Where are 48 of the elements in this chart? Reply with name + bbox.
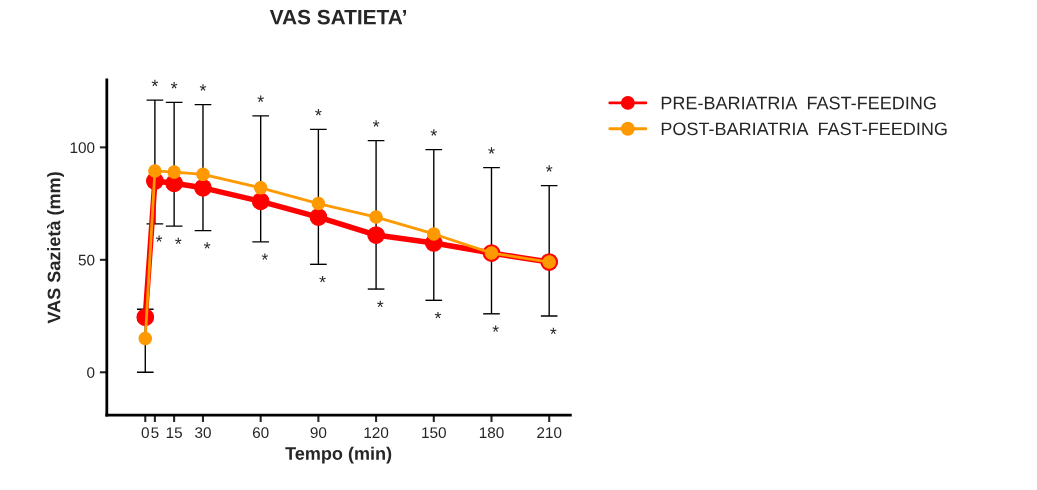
point — [427, 227, 441, 241]
x-tick-label: 180 — [479, 427, 504, 439]
annotation: * — [203, 242, 211, 249]
point — [311, 196, 326, 211]
point — [196, 167, 210, 182]
annotation: * — [377, 300, 384, 308]
annotation: * — [492, 325, 499, 332]
annotation: * — [488, 147, 495, 154]
x-tick-label: 150 — [422, 427, 446, 439]
x-tick-label: 60 — [252, 427, 269, 439]
legend-label: PRE-BARIATRIA FAST-FEEDING — [661, 96, 936, 110]
annotation: * — [257, 95, 264, 102]
annotation: * — [319, 276, 326, 283]
annotation: * — [155, 235, 163, 242]
annotation: * — [175, 237, 182, 245]
y-tick-label: 0 — [87, 367, 95, 378]
annotation: * — [261, 253, 269, 260]
annotation: * — [550, 327, 557, 335]
annotation: * — [315, 109, 322, 116]
legend-label: POST-BARIATRIA FAST-FEEDING — [661, 122, 947, 136]
x-tick-label: 5 — [151, 427, 159, 439]
x-tick-label: 210 — [537, 427, 562, 439]
annotation: * — [545, 165, 553, 172]
x-tick-label: 120 — [364, 427, 389, 439]
x-tick-label: 15 — [166, 427, 182, 439]
point — [369, 210, 383, 224]
y-axis-title: VAS Sazietà (mm) — [46, 172, 64, 324]
annotation: * — [151, 79, 159, 87]
annotation: * — [170, 82, 178, 89]
annotation: * — [430, 129, 438, 136]
y-tick-label: 100 — [70, 142, 95, 154]
point — [367, 226, 385, 244]
x-tick-label: 90 — [310, 427, 327, 439]
x-axis-title: Tempo (min) — [285, 446, 392, 464]
annotation: * — [434, 312, 442, 319]
y-tick-label: 50 — [78, 254, 95, 266]
point — [309, 208, 328, 226]
point — [167, 165, 181, 179]
point — [138, 331, 153, 346]
point — [251, 192, 270, 211]
annotation: * — [372, 120, 380, 127]
x-tick-label: 0 — [141, 427, 149, 439]
x-tick-label: 30 — [195, 427, 211, 439]
point — [148, 164, 162, 178]
chart-title: VAS SATIETA’ — [269, 9, 407, 25]
point — [194, 178, 212, 197]
annotation: * — [199, 84, 207, 91]
point — [253, 181, 268, 195]
